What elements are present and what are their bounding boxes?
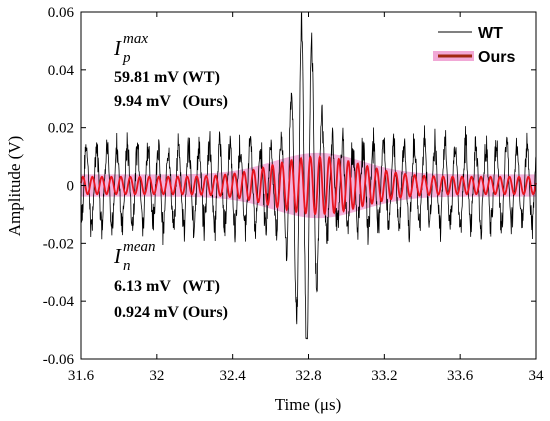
x-tick-label: 32.4: [220, 368, 247, 384]
axis-ticks: 31.6 32 32.4 32.8 33.2 33.6 34 -0.06 -0.04 -0.02 0…: [43, 5, 544, 384]
y-axis-label: Amplitude (V): [5, 136, 24, 237]
y-tick-label: 0.06: [48, 5, 75, 21]
x-tick-label: 33.6: [447, 368, 474, 384]
legend: WT Ours: [433, 25, 515, 66]
y-tick-label: -0.04: [43, 294, 75, 310]
series-wt-line: [80, 12, 537, 340]
peak-symbol: I: [113, 36, 122, 60]
plot-lines: [80, 12, 537, 340]
peak-annotation: I p max 59.81 mV (WT) 9.94 mV (Ours): [113, 31, 228, 110]
peak-subscript: p: [122, 50, 131, 66]
peak-superscript: max: [123, 31, 148, 47]
legend-wt-label: WT: [478, 25, 503, 42]
peak-line-ours: 9.94 mV (Ours): [114, 93, 228, 110]
mean-line-wt: 6.13 mV (WT): [114, 278, 220, 295]
mean-subscript: n: [123, 258, 131, 274]
y-tick-label: 0.04: [48, 63, 75, 79]
series-ours-line: [80, 154, 537, 216]
y-tick-label: -0.06: [43, 352, 75, 368]
x-axis-label: Time (μs): [275, 395, 342, 414]
y-tick-label: 0: [67, 179, 75, 195]
peak-line-wt: 59.81 mV (WT): [114, 69, 220, 86]
legend-ours-label: Ours: [478, 49, 515, 66]
x-tick-label: 32: [149, 368, 164, 384]
y-tick-label: 0.02: [48, 121, 74, 137]
x-tick-label: 33.2: [371, 368, 397, 384]
x-tick-label: 34: [529, 368, 545, 384]
x-tick-label: 31.6: [68, 368, 95, 384]
x-tick-label: 32.8: [295, 368, 321, 384]
y-tick-label: -0.02: [43, 236, 74, 252]
mean-line-ours: 0.924 mV (Ours): [114, 304, 228, 321]
mean-symbol: I: [113, 244, 122, 268]
mean-superscript: mean: [123, 239, 156, 255]
mean-annotation: I n mean 6.13 mV (WT) 0.924 mV (Ours): [113, 239, 228, 321]
